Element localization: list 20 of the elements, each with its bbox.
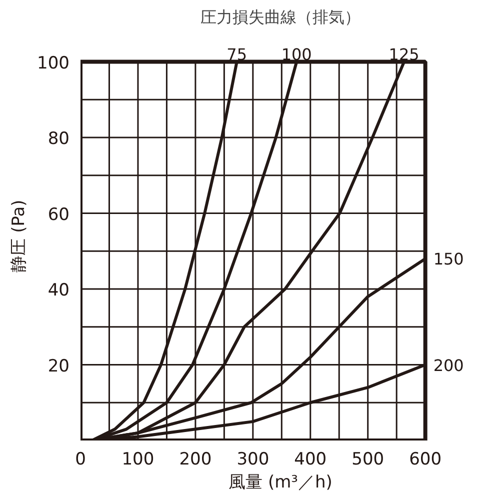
y-tick-label: 100 [37, 53, 70, 74]
y-tick-label: 20 [48, 356, 70, 376]
series-label: 150 [433, 250, 464, 269]
x-axis-title: 風量 (m³／h) [228, 472, 332, 492]
x-tick-label: 400 [294, 450, 327, 470]
y-tick-label: 40 [48, 280, 70, 301]
y-tick-label: 60 [48, 204, 70, 225]
series-label: 100 [281, 44, 312, 64]
x-tick-label: 300 [236, 450, 270, 470]
x-tick-label: 200 [179, 450, 212, 470]
x-tick-label: 100 [122, 450, 154, 470]
x-tick-label: 0 [75, 450, 86, 470]
y-tick-label: 80 [48, 129, 70, 150]
series-label: 125 [388, 44, 420, 64]
chart-title: 圧力損失曲線（排気） [200, 8, 360, 26]
y-axis-title: 静圧 (Pa) [9, 200, 30, 272]
x-tick-label: 600 [409, 450, 442, 470]
series-label: 200 [433, 356, 464, 375]
x-tick-label: 500 [352, 450, 384, 470]
series-label: 75 [226, 44, 247, 64]
